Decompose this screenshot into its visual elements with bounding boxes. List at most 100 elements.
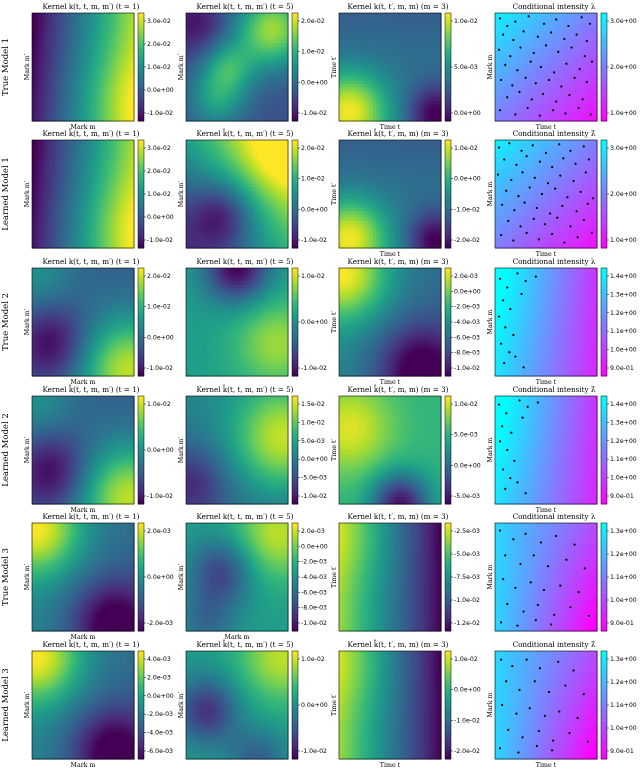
- panel-r4-c2: Kernel k̂(t, t, m, m′) (t = 5) Mark m′ 1.5…: [178, 383, 328, 505]
- event-point: [516, 272, 519, 275]
- colorbar: 2.0e-02 1.0e-02 0.0e+00 -1.0e-02: [137, 267, 174, 377]
- colorbar-tick-label: 2.0e-03: [147, 528, 171, 535]
- event-point: [535, 744, 538, 748]
- event-point: [514, 355, 517, 358]
- event-point: [561, 204, 564, 207]
- colorbar: 1.3e+00 1.2e+00 1.1e+00 1.0e+00 9.0e-01: [600, 650, 637, 760]
- colorbar-tick-label: 1.0e-02: [301, 273, 325, 280]
- event-point: [557, 50, 560, 53]
- event-point: [575, 210, 578, 213]
- panel-r2-c3: Kernel k̂(t, t′, m, m) (m = 3)Time tTime…: [331, 127, 481, 258]
- panel-r4-c1: Kernel k̂(t, t, m, m′) (t = 1) Mark m Mark…: [24, 383, 174, 514]
- colorbar-tick-label: 9.0e-01: [610, 620, 634, 627]
- heatmap-field: [32, 140, 135, 249]
- panel-r3-c4: Conditional intensity λ Time t Mark m 1.4e+…: [487, 257, 637, 386]
- colorbar-tick-label: 2.0e-03: [301, 528, 325, 535]
- heatmap-field: [495, 651, 598, 760]
- event-point: [588, 22, 591, 25]
- event-point: [517, 751, 520, 754]
- panel-r1-c1: Kernel k(t, t, m, m′) (t = 1) Mark m Mark …: [24, 2, 174, 131]
- colorbar-tick-label: 1.3e+00: [610, 528, 637, 535]
- colorbar-tick-label: 0.0e+00: [454, 687, 481, 694]
- heatmap-field: [495, 268, 598, 377]
- colorbar-tick-label: 2.0e-03: [454, 273, 478, 280]
- event-point: [565, 62, 568, 65]
- panel-r6-c4: Conditional intensity λ̂ Time t Mark m 1.3e…: [487, 640, 637, 769]
- event-point: [510, 178, 513, 182]
- colorbar: 3.0e+00 2.0e+00 1.0e+00: [600, 139, 637, 249]
- event-point: [551, 165, 554, 169]
- event-point: [544, 151, 548, 155]
- panel-title: Kernel k(t, t′, m, m) (m = 3): [348, 512, 449, 521]
- event-point: [583, 55, 586, 58]
- event-point: [538, 160, 541, 163]
- event-point: [547, 78, 551, 82]
- event-point: [514, 20, 517, 23]
- colorbar-tick-label: -1.0e-02: [454, 365, 480, 372]
- event-point: [524, 76, 527, 79]
- event-point: [509, 55, 512, 58]
- colorbar: 1.0e-02 0.0e+00 -1.0e-02: [137, 395, 174, 505]
- panel-r6-c3: Kernel k̂(t, t′, m, m) (m = 3) Time t Time…: [331, 638, 481, 769]
- event-point: [544, 44, 548, 47]
- plot-frame: [338, 267, 442, 377]
- colorbar-tick-label: 3.0e+00: [610, 145, 637, 152]
- event-point: [550, 31, 553, 34]
- y-axis-label: Mark m: [487, 437, 494, 462]
- event-point: [586, 740, 589, 743]
- colorbar-tick-label: 9.0e-01: [610, 365, 634, 372]
- event-point: [516, 69, 519, 72]
- event-point: [555, 534, 558, 538]
- event-point: [569, 149, 572, 152]
- panel-title: Kernel k̂(t, t, m, m′) (t = 1): [43, 127, 140, 138]
- event-point: [578, 68, 581, 71]
- event-point: [501, 703, 504, 707]
- event-point: [577, 106, 580, 110]
- event-point: [502, 578, 505, 581]
- colorbar-tick-label: -2.0e-03: [301, 559, 327, 566]
- colorbar-tick-label: -1.0e-02: [301, 493, 327, 500]
- event-point: [537, 729, 540, 733]
- event-point: [519, 46, 522, 49]
- colorbar: 3.0e+00 2.0e+00 1.0e+00: [600, 12, 637, 122]
- event-point: [546, 182, 550, 185]
- plot-frame: [31, 650, 135, 760]
- colorbar-tick-label: 2.0e-02: [301, 145, 325, 152]
- plot-frame: [185, 395, 289, 505]
- event-point: [570, 46, 573, 49]
- colorbar-tick-label: -4.0e-03: [301, 574, 327, 581]
- panel-title: Kernel k(t, t, m, m′) (t = 5): [197, 2, 294, 11]
- heatmap-field: [339, 13, 442, 122]
- colorbar: 4.0e-03 2.0e-03 0.0e+00 -2.0e-03 -4.0e-03 -6.…: [137, 650, 174, 760]
- colorbar-tick-label: -1.0e-02: [454, 206, 480, 213]
- x-axis-label: Mark m: [71, 379, 96, 386]
- event-point: [569, 606, 572, 609]
- row-label-5: True Model 3: [1, 548, 11, 606]
- heatmap-field: [339, 268, 442, 377]
- event-point: [518, 399, 521, 402]
- event-point: [504, 554, 507, 557]
- colorbar-tick-label: 1.0e-02: [147, 191, 171, 198]
- event-point: [505, 189, 508, 192]
- event-point: [504, 326, 507, 329]
- colorbar-tick-label: 0.0e+00: [454, 288, 481, 295]
- event-point: [497, 146, 501, 149]
- event-point: [530, 98, 533, 101]
- colorbar-tick-label: -6.0e-03: [147, 748, 173, 755]
- colorbar-tick-label: 1.1e+00: [610, 328, 637, 335]
- colorbar-tick-label: 0.0e+00: [454, 462, 481, 469]
- heatmap-field: [186, 140, 289, 249]
- colorbar-tick-label: 0.0e+00: [454, 176, 481, 183]
- event-point: [542, 22, 546, 25]
- colorbar-tick-label: 0.0e+00: [147, 693, 174, 700]
- event-point: [499, 440, 502, 443]
- event-point: [522, 30, 525, 33]
- event-point: [516, 481, 519, 484]
- heatmap-field: [32, 268, 135, 377]
- heatmap-field: [32, 651, 135, 760]
- y-axis-label: Mark m′: [24, 436, 31, 463]
- colorbar-tick-label: 1.1e+00: [610, 702, 637, 709]
- plot-frame: [31, 522, 135, 632]
- event-point: [529, 581, 532, 584]
- event-point: [500, 658, 503, 661]
